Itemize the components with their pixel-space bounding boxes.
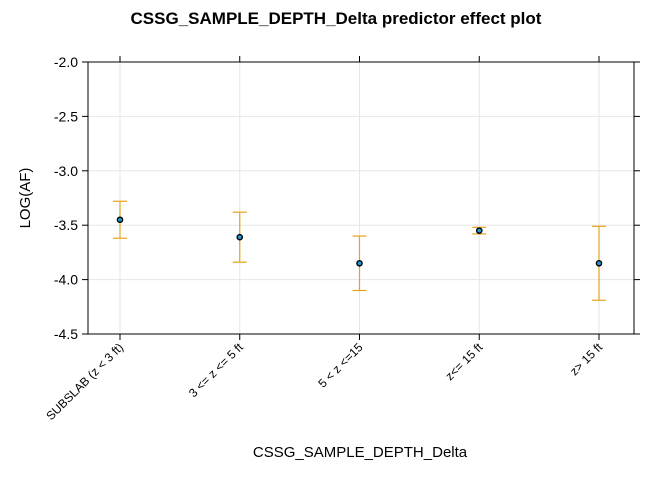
x-tick-label: 5 < z <=15 <box>315 340 365 390</box>
data-point <box>356 259 363 267</box>
x-axis-label: CSSG_SAMPLE_DEPTH_Delta <box>253 444 468 461</box>
y-tick-label: -2.5 <box>54 108 78 124</box>
data-point <box>475 227 483 234</box>
y-tick-label: -4.0 <box>54 272 78 288</box>
y-tick-label: -3.0 <box>54 163 78 179</box>
grid-lines <box>88 61 634 335</box>
data-point <box>236 233 244 241</box>
axis-ticks <box>82 56 640 340</box>
x-tick-label: z<= 15 ft <box>442 340 485 383</box>
x-tick-label: 3 <= z <= 5 ft <box>186 340 246 400</box>
chart-title: CSSG_SAMPLE_DEPTH_Delta predictor effect… <box>131 9 542 28</box>
plot-frame <box>87 61 635 335</box>
x-tick-label: z> 15 ft <box>567 340 605 378</box>
x-tick-label: SUBSLAB (z < 3 ft) <box>43 340 126 423</box>
data-point <box>595 259 603 267</box>
y-tick-label: -2.0 <box>54 54 78 70</box>
y-axis-tick-labels: -2.0 -2.5 -3.0 -3.5 -4.0 -4.5 <box>54 54 78 342</box>
y-tick-label: -3.5 <box>54 217 78 233</box>
x-axis-tick-labels: SUBSLAB (z < 3 ft) 3 <= z <= 5 ft 5 < z <=… <box>43 340 605 423</box>
y-axis-label: LOG(AF) <box>17 168 34 229</box>
y-tick-label: -4.5 <box>54 326 78 342</box>
data-point <box>116 216 124 224</box>
data-points <box>116 216 603 267</box>
